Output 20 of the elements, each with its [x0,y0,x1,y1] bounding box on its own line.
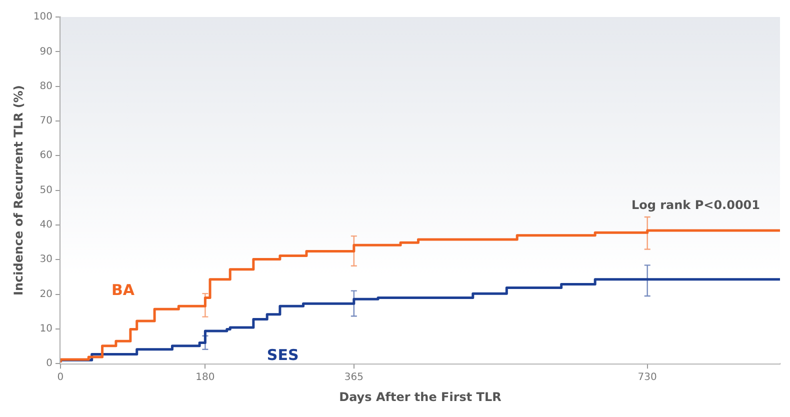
y-tick-label: 50 [40,184,52,196]
x-tick-label: 180 [196,372,215,384]
y-tick-label: 60 [40,150,52,162]
annotation: Log rank P<0.0001 [631,198,760,212]
y-tick-label: 0 [46,358,52,370]
y-tick-label: 40 [40,220,52,231]
y-tick-label: 100 [33,12,52,23]
series-label: BA [112,280,135,299]
y-tick-label: 80 [40,80,52,92]
y-tick-label: 30 [40,254,52,266]
y-tick-label: 20 [40,288,52,300]
y-tick-label: 10 [40,324,52,335]
x-tick-label: 730 [638,372,657,384]
series-label: SES [266,346,299,364]
x-axis-title: Days After the First TLR [339,390,502,404]
y-axis-title: Incidence of Recurrent TLR (%) [11,85,26,296]
x-tick-label: 365 [344,372,364,384]
y-tick-label: 90 [40,46,52,58]
x-tick-label: 0 [57,372,64,384]
y-tick-label: 70 [40,116,52,127]
